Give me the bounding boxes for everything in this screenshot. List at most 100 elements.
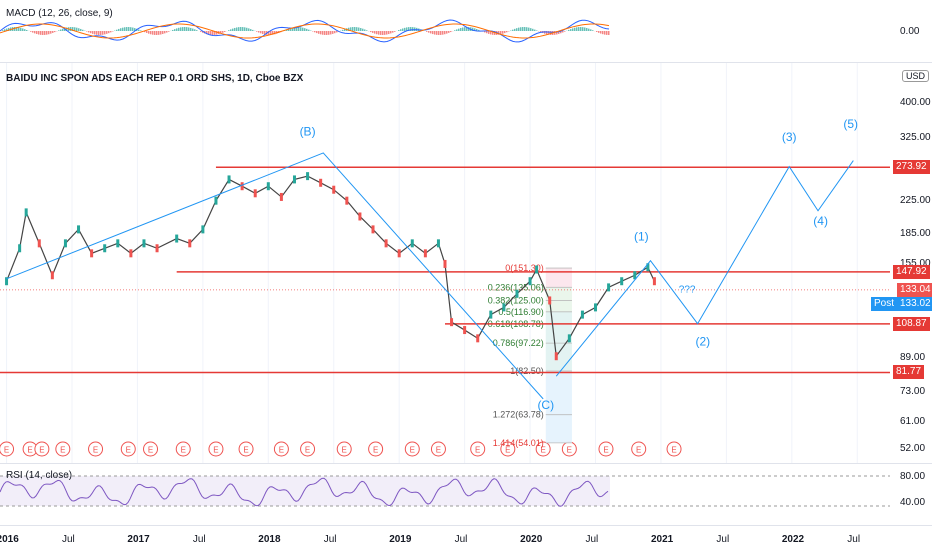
wave-label: (2) [696,334,711,348]
macd-histogram-bar [234,27,236,31]
macd-histogram-bar [526,27,528,31]
macd-histogram-bar [316,31,318,34]
macd-histogram-bar [572,28,574,31]
candle [633,271,637,280]
candle [594,303,598,312]
macd-histogram-bar [534,29,536,31]
candle [24,208,28,217]
price-axis-label: 89.00 [900,352,926,364]
macd-histogram-bar [476,29,478,31]
macd-histogram-bar [380,31,382,35]
macd-histogram-bar [288,28,290,31]
macd-histogram-bar [504,31,506,34]
macd-histogram-bar [294,27,296,31]
earnings-marker [500,441,516,457]
macd-histogram-bar [24,29,26,31]
time-axis-label: Jul [61,534,75,545]
earnings-marker-label: E [603,446,608,455]
post-price-prefix: Post [871,296,898,311]
macd-histogram-bar [464,27,466,31]
macd-histogram-bar [584,27,586,31]
macd-histogram-bar [406,27,408,31]
macd-histogram-bar [166,31,168,33]
macd-histogram-bar [106,31,108,34]
earnings-marker [300,441,316,457]
candle [266,182,270,191]
macd-histogram-bar [118,28,120,31]
rsi-plot [0,475,890,507]
macd-histogram-bar [70,27,72,31]
macd-histogram-bar [152,31,154,35]
rsi-axis-80: 80.00 [900,471,926,482]
macd-histogram-bar [190,27,192,31]
macd-histogram-bar [608,31,610,35]
macd-histogram-bar [252,29,254,31]
time-axis-label: 2021 [650,534,674,545]
macd-histogram-bar [518,27,520,31]
macd-histogram-bar [374,31,376,34]
macd-histogram-bar [438,31,440,35]
rsi-band [0,476,610,506]
level-price-tag: 81.77 [893,365,925,380]
price-plot: E E E E E E E E E E E E E E E E E E E E E E E0(151.30)0.236(13… [0,63,890,463]
macd-histogram-bar [4,29,6,31]
earnings-marker [598,441,614,457]
earnings-marker-label: E [39,446,44,455]
fib-zone [545,300,572,312]
candle [188,239,192,248]
pane-divider [0,62,932,63]
fib-label: 1(82.50) [510,366,544,376]
macd-histogram-bar [228,30,230,31]
macd-histogram-bar [186,27,188,31]
macd-histogram-bar [262,31,264,34]
macd-histogram-bar [298,27,300,31]
wave-label: (B) [300,125,316,139]
level-price-tag: 108.87 [893,316,930,331]
candle [77,225,81,234]
candle [580,310,584,319]
rsi-title: RSI (14, close) [6,470,73,481]
macd-histogram-bar [108,31,110,34]
macd-plot [0,19,610,43]
earnings-marker-label: E [93,446,98,455]
macd-histogram-bar [178,27,180,31]
macd-histogram-bar [34,31,36,34]
earnings-marker [666,441,682,457]
macd-histogram-bar [48,31,50,35]
wave-label: (C) [537,398,554,412]
candle [476,334,480,343]
macd-histogram-bar [506,31,508,33]
macd-histogram-bar [394,31,396,32]
last-price-tag: 133.04 [897,282,932,297]
earnings-marker [175,441,191,457]
candle [50,271,54,280]
macd-histogram-bar [550,31,552,35]
macd-histogram-bar [222,31,224,33]
earnings-marker [0,441,15,457]
currency-selector[interactable]: USD [902,70,930,82]
macd-histogram-bar [468,27,470,31]
candle [240,182,244,191]
time-axis-label: Jul [585,534,599,545]
candle [450,318,454,327]
candle [436,239,440,248]
earnings-marker-label: E [181,446,186,455]
macd-histogram-bar [474,28,476,31]
pane-divider [0,463,932,464]
wave-label: (5) [843,117,858,131]
macd-histogram-bar [436,31,438,35]
candle [646,263,650,272]
macd-histogram-bar [322,31,324,35]
macd-histogram-bar [44,31,46,35]
candle [63,239,67,248]
macd-histogram-bar [38,31,40,35]
macd-histogram-bar [336,31,338,33]
macd-pane: MACD (12, 26, close, 9) 0.00 [0,0,932,62]
macd-histogram-bar [306,28,308,31]
macd-histogram-bar [372,31,374,33]
rsi-pane [0,464,932,524]
macd-histogram-bar [450,31,452,33]
macd-histogram-bar [54,31,56,33]
macd-histogram-bar [578,27,580,31]
